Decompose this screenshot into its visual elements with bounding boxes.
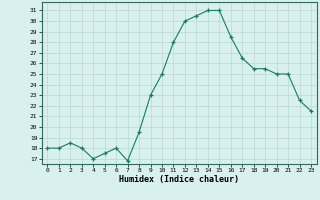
X-axis label: Humidex (Indice chaleur): Humidex (Indice chaleur) <box>119 175 239 184</box>
